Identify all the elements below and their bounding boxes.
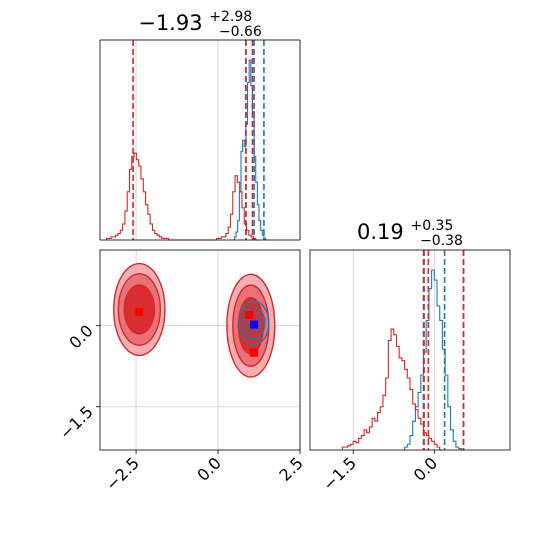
histogram-p2-series-0 — [404, 269, 465, 451]
joint-density-panel — [99, 249, 301, 451]
title-p2-value: 0.19 — [357, 220, 404, 244]
tick-label-x-p1: −2.5 — [102, 453, 143, 494]
title-p1-lower: −0.66 — [219, 24, 262, 40]
tick-label-x-p1: 0.0 — [193, 453, 224, 484]
title-p1: −1.93 +2.98 −0.66 — [138, 2, 262, 40]
contour-blue-0 — [238, 300, 270, 346]
tick-label-y-p2: −1.5 — [56, 402, 97, 443]
title-p2-lower: −0.38 — [420, 233, 463, 249]
title-p2-upper: +0.35 — [410, 218, 453, 234]
contour-blue-2 — [246, 313, 262, 333]
contour-blue-1 — [242, 306, 266, 340]
frame-histogram-p2 — [309, 249, 511, 451]
histogram-p2-panel — [309, 249, 511, 451]
title-p1-value: −1.93 — [138, 11, 202, 35]
marker-red-2 — [250, 348, 259, 357]
histogram-p2-series-1 — [341, 328, 443, 451]
title-p1-upper: +2.98 — [209, 9, 252, 25]
title-p2: 0.19 +0.35 −0.38 — [357, 211, 463, 249]
histogram-p1-series-1 — [106, 152, 259, 241]
marker-blue — [250, 320, 259, 329]
tick-label-x-p1: 2.5 — [275, 453, 306, 484]
marker-red-0 — [135, 308, 144, 317]
histogram-p1-series-0 — [233, 59, 268, 241]
histogram-p1-panel — [99, 39, 301, 241]
marker-red-1 — [245, 310, 254, 319]
tick-label-x-p2: −1.5 — [319, 453, 360, 494]
tick-label-x-p2: 0.0 — [410, 453, 441, 484]
tick-label-y-p2: 0.0 — [65, 321, 96, 352]
frame-histogram-p1 — [99, 39, 301, 241]
frame-joint-density — [99, 249, 301, 451]
